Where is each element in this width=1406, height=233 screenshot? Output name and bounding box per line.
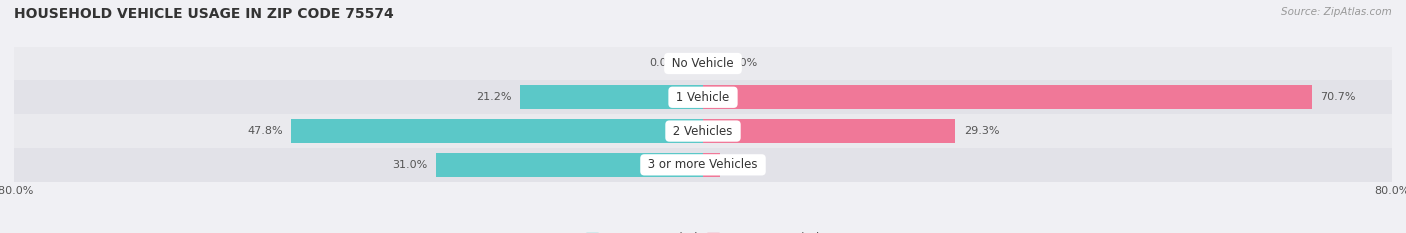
Text: 0.0%: 0.0% — [728, 58, 756, 69]
Text: 2 Vehicles: 2 Vehicles — [669, 125, 737, 137]
Text: 0.0%: 0.0% — [728, 160, 756, 170]
Text: 70.7%: 70.7% — [1320, 92, 1355, 102]
Bar — [14, 80, 1392, 114]
Text: Source: ZipAtlas.com: Source: ZipAtlas.com — [1281, 7, 1392, 17]
Bar — [14, 47, 1392, 80]
Bar — [703, 85, 1312, 110]
Text: 21.2%: 21.2% — [477, 92, 512, 102]
Text: No Vehicle: No Vehicle — [668, 57, 738, 70]
Bar — [520, 85, 703, 110]
Text: 3 or more Vehicles: 3 or more Vehicles — [644, 158, 762, 171]
Text: 0.0%: 0.0% — [650, 58, 678, 69]
Text: 1 Vehicle: 1 Vehicle — [672, 91, 734, 104]
Bar — [14, 114, 1392, 148]
Bar — [436, 153, 703, 177]
Text: 29.3%: 29.3% — [965, 126, 1000, 136]
Bar — [703, 153, 720, 177]
Bar — [14, 148, 1392, 182]
Legend: Owner-occupied, Renter-occupied: Owner-occupied, Renter-occupied — [581, 228, 825, 233]
Text: 31.0%: 31.0% — [392, 160, 427, 170]
Text: 47.8%: 47.8% — [247, 126, 283, 136]
Text: HOUSEHOLD VEHICLE USAGE IN ZIP CODE 75574: HOUSEHOLD VEHICLE USAGE IN ZIP CODE 7557… — [14, 7, 394, 21]
Bar — [291, 119, 703, 143]
Bar — [703, 119, 955, 143]
